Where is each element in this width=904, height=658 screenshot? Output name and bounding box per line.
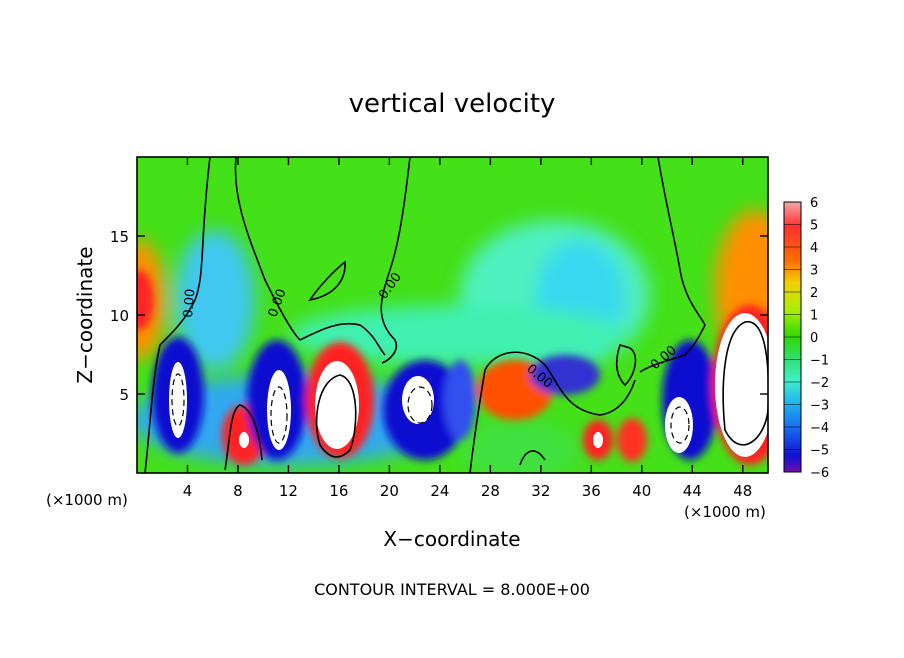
colorbar-label: 1 <box>810 309 818 324</box>
contour-zero-cap <box>615 344 637 387</box>
y-tick-label: 5 <box>119 386 129 404</box>
colorbar-label: −6 <box>810 466 829 481</box>
y-tick-label: 15 <box>110 228 129 246</box>
colorbar-label: −5 <box>810 444 829 459</box>
downdraft-24-edge <box>444 360 476 440</box>
x-tick-label: 28 <box>481 482 500 500</box>
x-axis-ticks: 4 8 12 16 20 24 28 32 36 40 44 48 <box>183 157 752 500</box>
x-tick-label: 16 <box>329 482 348 500</box>
colorbar-label: −4 <box>810 421 829 436</box>
contour-updraft-16 <box>315 374 357 458</box>
colorbar-label: −3 <box>810 399 829 414</box>
contour-zero-right-a <box>657 157 706 326</box>
contour-interval: CONTOUR INTERVAL = 8.000E+00 <box>314 580 590 599</box>
colorbar-label: 3 <box>810 264 818 279</box>
x-tick-label: 20 <box>380 482 399 500</box>
downdraft-34 <box>530 355 600 395</box>
colorbar-label: 5 <box>810 219 818 234</box>
dashed-contours <box>171 373 690 444</box>
dashed-downdraft-43 <box>670 406 690 444</box>
contour-zero-right-b <box>639 324 706 373</box>
colorbar: 6 5 4 3 2 1 0 −1 −2 −3 −4 −5 −6 <box>783 196 829 481</box>
x-tick-label: 36 <box>582 482 601 500</box>
x-unit-left: (×1000 m) <box>46 491 128 509</box>
colorbar-label: −2 <box>810 376 829 391</box>
x-axis-label: X−coordinate <box>383 527 520 551</box>
colorbar-labels: 6 5 4 3 2 1 0 −1 −2 −3 −4 −5 −6 <box>784 196 829 481</box>
dashed-downdraft-22 <box>407 386 433 424</box>
x-tick-label: 4 <box>183 482 193 500</box>
contour-zero-a <box>234 157 301 341</box>
teal-band-low <box>290 305 630 365</box>
left-cold-column <box>175 230 255 370</box>
contour-lower-mid <box>519 450 546 466</box>
updraft-16-core <box>315 361 359 449</box>
dashed-downdraft-4 <box>171 373 185 427</box>
x-tick-label: 48 <box>733 482 752 500</box>
velocity-field: 0.00 0.00 0.00 0.00 0.00 <box>137 157 768 473</box>
left-warm-core <box>137 270 154 330</box>
colorbar-label: −1 <box>810 354 829 369</box>
updraft-8-core <box>239 432 249 448</box>
x-tick-label: 32 <box>531 482 550 500</box>
updraft-36-core <box>593 432 603 448</box>
downdraft-11-core <box>267 370 291 450</box>
contour-lower-strip <box>224 404 263 471</box>
x-tick-label: 8 <box>233 482 243 500</box>
contour-lines <box>144 157 768 473</box>
x-tick-label: 40 <box>632 482 651 500</box>
contour-zero-c <box>380 157 411 364</box>
contour-zero-mid <box>469 351 636 473</box>
dashed-downdraft-11 <box>270 386 288 444</box>
chart-title: vertical velocity <box>349 89 556 119</box>
y-tick-label: 10 <box>110 307 129 325</box>
colorbar-label: 2 <box>810 286 818 301</box>
contour-zero-left <box>144 157 211 473</box>
downdraft-22-core <box>402 376 434 424</box>
x-tick-label: 12 <box>279 482 298 500</box>
x-tick-label: 24 <box>430 482 449 500</box>
contour-label-1: 0.00 <box>181 288 198 318</box>
x-tick-label: 44 <box>683 482 702 500</box>
x-unit-right: (×1000 m) <box>684 503 766 521</box>
contour-updraft-48 <box>722 321 768 446</box>
contour-zero-b <box>299 322 386 356</box>
colorbar-label: 6 <box>810 196 818 211</box>
green-patch-mid <box>460 420 580 473</box>
contour-zero-island <box>308 260 346 302</box>
colorbar-label: 4 <box>810 241 818 256</box>
y-axis-ticks: 5 10 15 <box>110 228 768 404</box>
y-axis-label: Z−coordinate <box>73 246 97 383</box>
colorbar-label: 0 <box>810 331 818 346</box>
updraft-39 <box>617 418 647 462</box>
